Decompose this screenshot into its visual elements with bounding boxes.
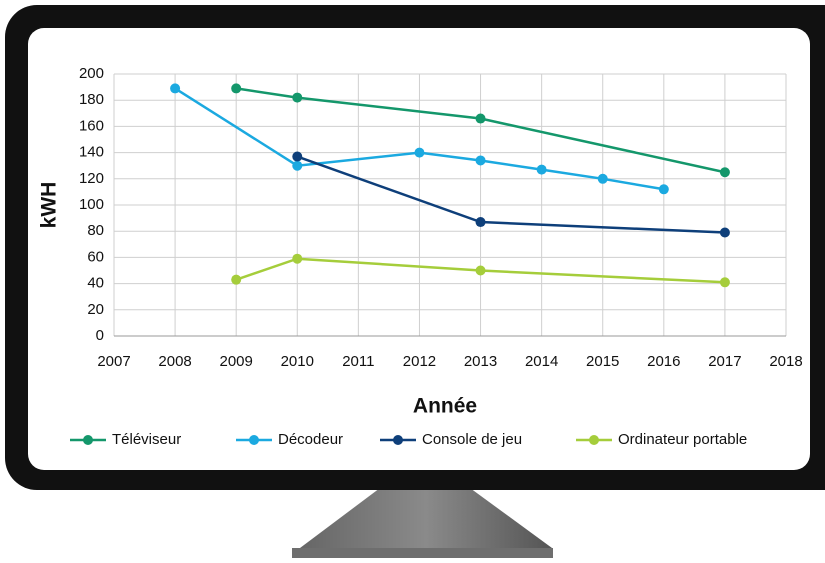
y-tick-label: 0 xyxy=(96,327,104,344)
data-point xyxy=(475,155,486,166)
data-point xyxy=(658,184,669,195)
data-point xyxy=(292,151,303,162)
x-axis-label: Année xyxy=(413,395,477,418)
monitor-stand xyxy=(300,488,552,548)
series-line xyxy=(235,87,726,174)
data-point xyxy=(719,167,730,178)
y-tick-label: 60 xyxy=(87,248,104,265)
y-tick-label: 180 xyxy=(79,91,104,108)
y-tick-label: 160 xyxy=(79,117,104,134)
data-point xyxy=(231,83,242,94)
data-point xyxy=(536,164,547,175)
x-tick-label: 2007 xyxy=(97,353,130,370)
legend-label: Console de jeu xyxy=(422,431,522,448)
y-tick-label: 120 xyxy=(79,170,104,187)
x-tick-label: 2013 xyxy=(464,353,497,370)
plot: 0 20 40 60 80 100 120 140 160 180 200 2007 2008 2009 2… xyxy=(70,65,803,448)
y-tick-label: 140 xyxy=(79,144,104,161)
y-tick-label: 80 xyxy=(87,222,104,239)
x-tick-label: 2008 xyxy=(158,353,191,370)
legend-label: Ordinateur portable xyxy=(618,431,747,448)
data-point xyxy=(719,227,730,238)
y-tick-label: 20 xyxy=(87,301,104,318)
data-point xyxy=(475,217,486,228)
data-point xyxy=(475,113,486,124)
data-point xyxy=(170,83,181,94)
x-tick-label: 2009 xyxy=(219,353,252,370)
data-point xyxy=(292,253,303,264)
y-axis-label: kWH xyxy=(38,182,61,229)
x-tick-label: 2014 xyxy=(525,353,558,370)
data-point xyxy=(414,147,425,158)
data-point xyxy=(719,277,730,288)
series-line xyxy=(235,257,725,284)
y-tick-label: 40 xyxy=(87,275,104,292)
legend-marker xyxy=(393,435,403,445)
x-tick-label: 2012 xyxy=(403,353,436,370)
x-tick-label: 2017 xyxy=(708,353,741,370)
data-point xyxy=(231,274,242,285)
legend-marker xyxy=(589,435,599,445)
y-tick-label: 100 xyxy=(79,196,104,213)
x-tick-label: 2015 xyxy=(586,353,619,370)
y-tick-label: 200 xyxy=(79,65,104,82)
legend-marker xyxy=(83,435,93,445)
data-point xyxy=(292,92,303,103)
x-tick-label: 2010 xyxy=(281,353,314,370)
legend-marker xyxy=(249,435,259,445)
legend-label: Téléviseur xyxy=(112,431,181,448)
data-point xyxy=(475,265,486,276)
legend-label: Décodeur xyxy=(278,431,343,448)
monitor-base xyxy=(292,548,553,558)
x-tick-label: 2011 xyxy=(342,353,374,370)
data-point xyxy=(597,173,608,184)
data-point xyxy=(292,160,303,171)
x-tick-label: 2016 xyxy=(647,353,680,370)
x-tick-label: 2018 xyxy=(769,353,802,370)
